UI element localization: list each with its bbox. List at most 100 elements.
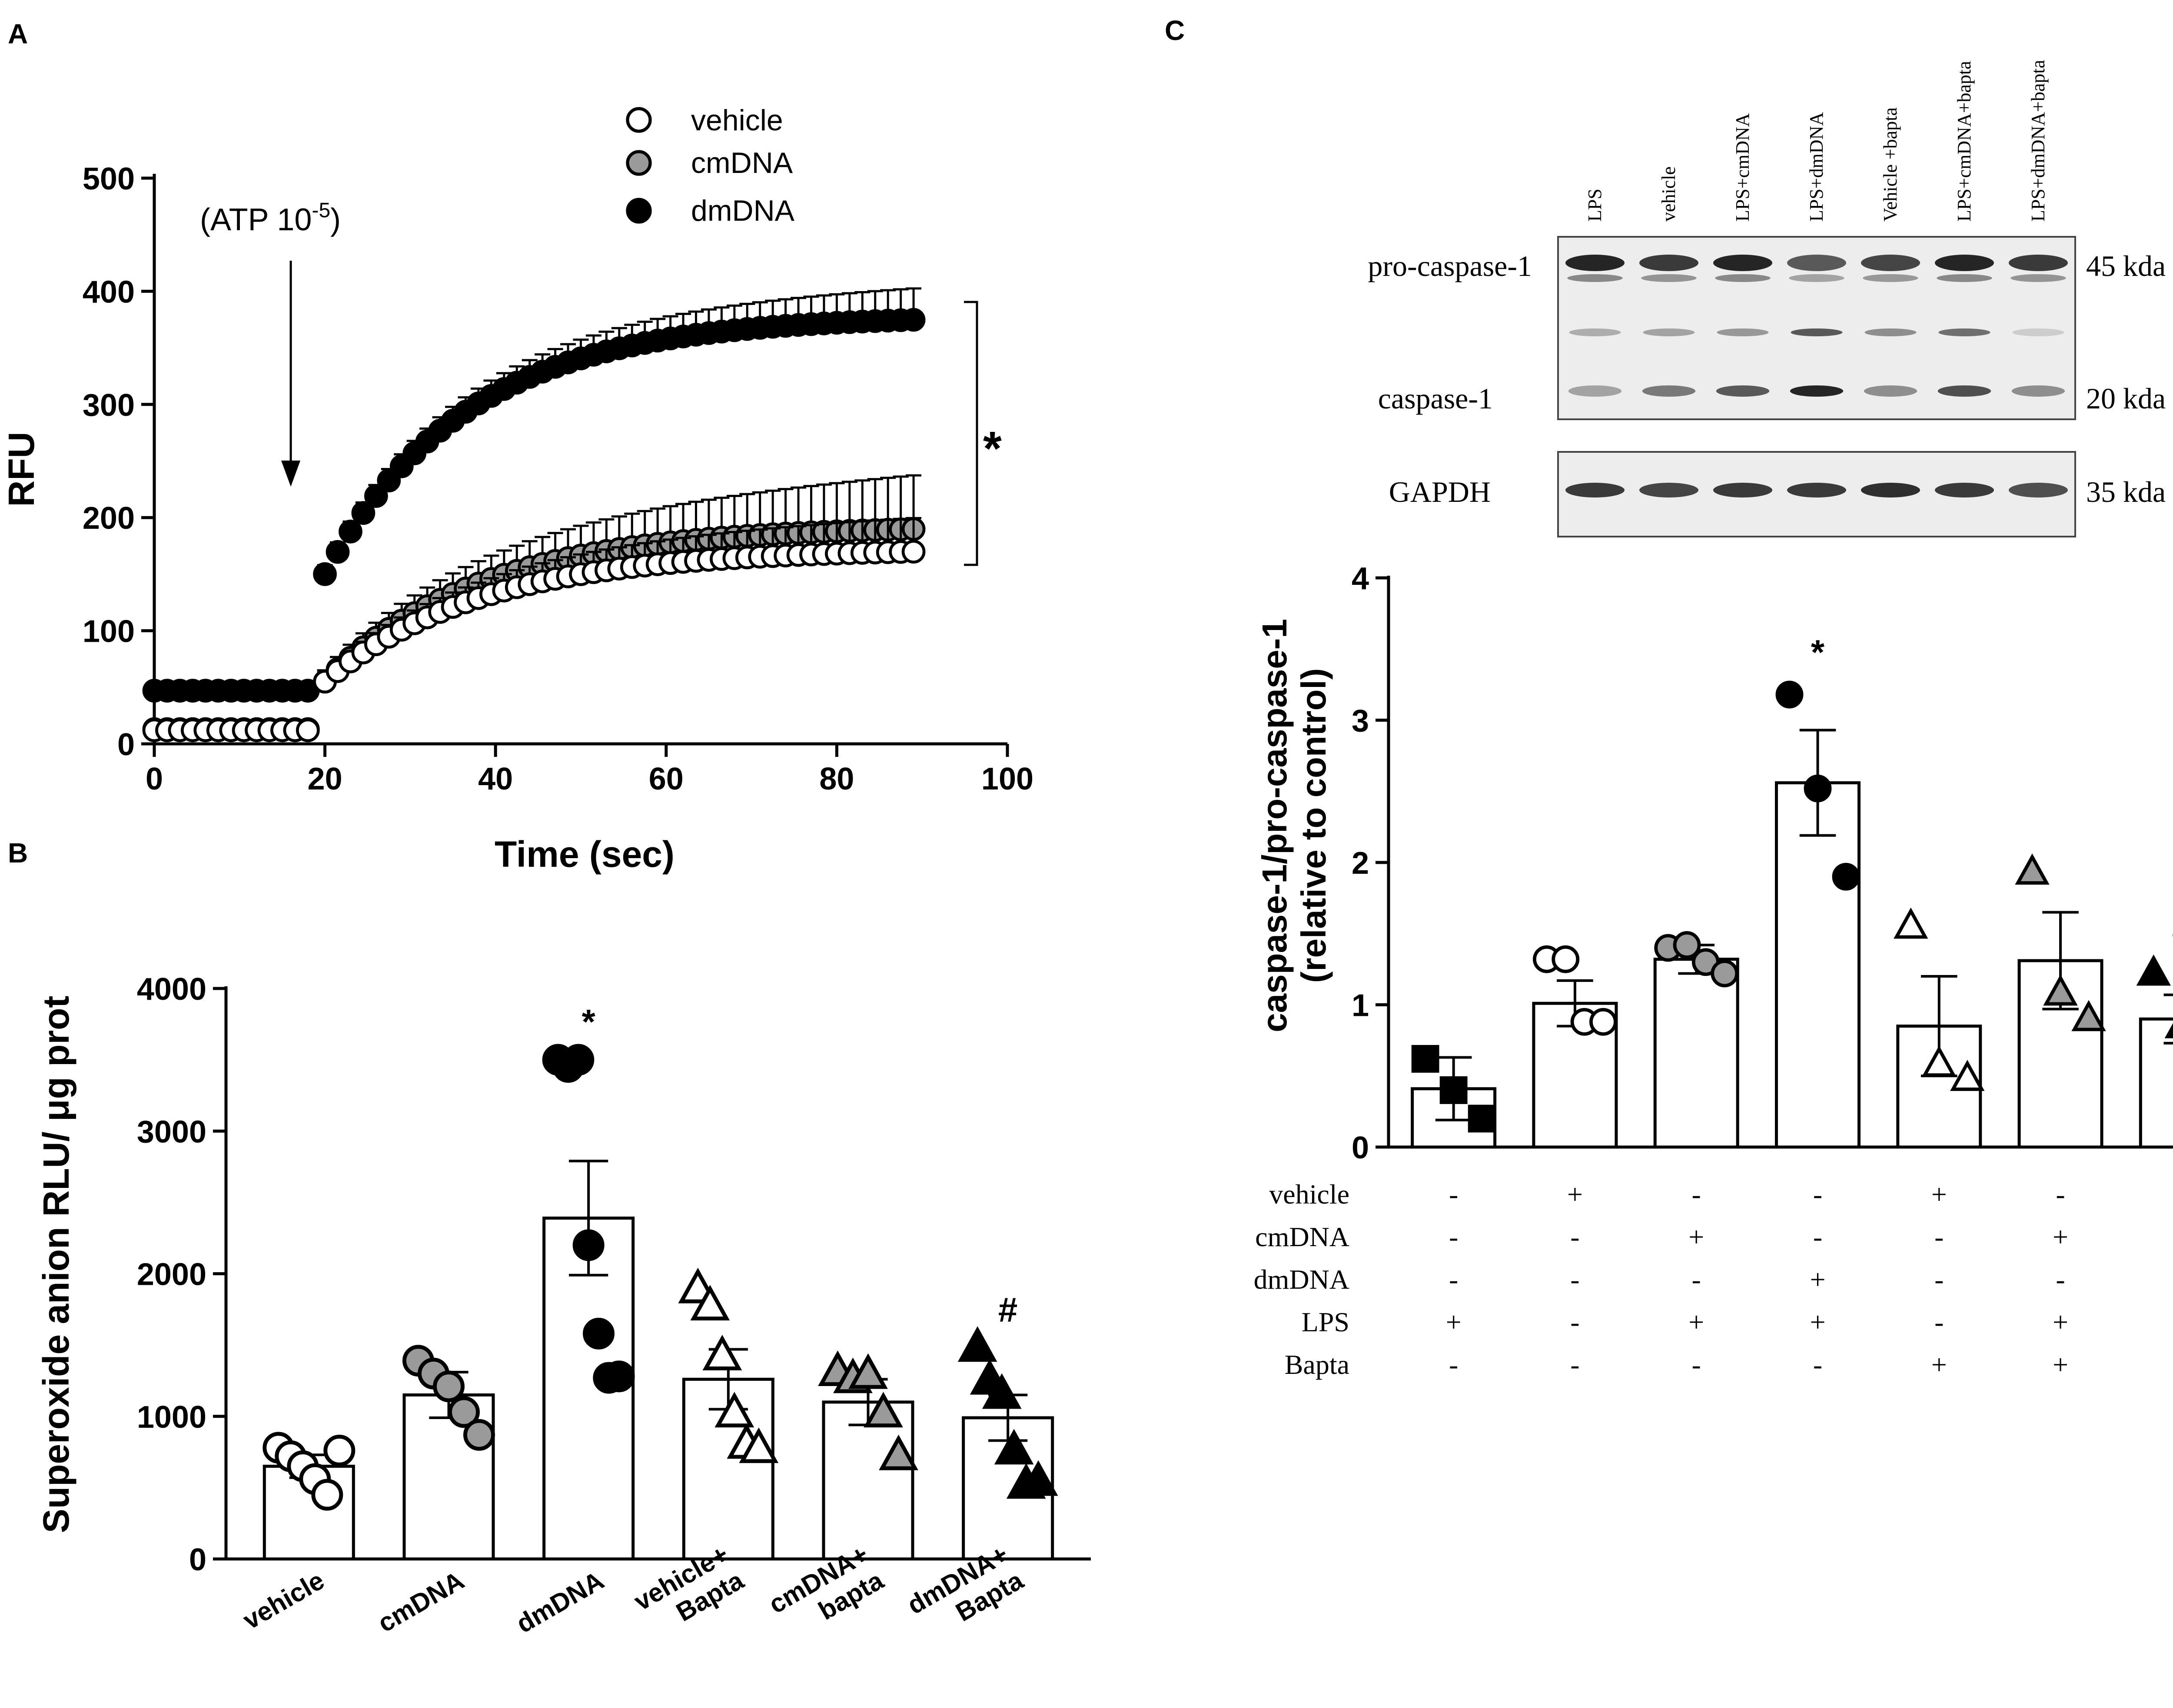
panel-b-point (957, 1326, 997, 1362)
panel-a-xtick-label: 0 (146, 762, 163, 796)
panel-b-point (739, 1427, 779, 1463)
panel-c-point (1711, 959, 1739, 988)
panel-b-point (583, 1317, 615, 1350)
point-dmDNA (351, 501, 375, 525)
panel-c-significance: * (1811, 633, 1825, 672)
panel-b-point (690, 1285, 730, 1321)
band-gapdh (1787, 483, 1846, 497)
panel-c-ytick-label: 4 (1352, 561, 1369, 596)
panel-b-bar (822, 1400, 914, 1561)
panel-a-xtick-label: 60 (649, 762, 684, 796)
point-dmDNA (326, 540, 350, 564)
legend-marker-dmdna (626, 198, 652, 224)
condition-sign: - (1570, 1307, 1579, 1337)
condition-sign: - (1692, 1179, 1701, 1210)
band-caspase (1716, 385, 1770, 397)
panel-c-point (2164, 1023, 2173, 1038)
panel-b-significance: * (582, 1002, 596, 1041)
band-caspase (1790, 385, 1844, 397)
panel-c-point (2071, 1000, 2106, 1031)
band-gapdh (1565, 483, 1625, 497)
band-intermediate (1791, 328, 1843, 336)
panel-c-point (1804, 774, 1832, 803)
panel-c-chart: caspase-1/pro-caspase-1(relative to cont… (1254, 561, 2173, 1380)
panel-b-point (603, 1360, 635, 1393)
panel-a-ytick-label: 0 (117, 727, 135, 762)
band-pro-caspase (1861, 255, 1920, 271)
legend-marker-cmdna (626, 150, 652, 176)
panel-a-xtick-label: 80 (819, 762, 854, 796)
panel-c-point (2015, 853, 2050, 885)
condition-sign: - (1692, 1349, 1701, 1380)
panel-c-point (1439, 1076, 1468, 1104)
condition-sign: - (2056, 1179, 2065, 1210)
panel-a-ytick-label: 200 (83, 501, 135, 536)
blot-label-gapdh: GAPDH (1389, 475, 1491, 508)
band-pro-caspase (1639, 255, 1698, 271)
band-gapdh (1861, 483, 1920, 497)
blot-label-pro-caspase: pro-caspase-1 (1368, 249, 1532, 282)
panel-c-ylabel-line: (relative to control) (1294, 668, 1333, 983)
condition-sign: + (2053, 1307, 2068, 1337)
panel-b-point (879, 1434, 918, 1470)
panel-b-category-label: cmDNA (373, 1565, 469, 1638)
panel-c-ytick-label: 1 (1352, 988, 1369, 1023)
band-gapdh (2009, 483, 2068, 497)
condition-sign: + (1931, 1179, 1947, 1210)
panel-b-category-line: dmDNA (512, 1565, 609, 1638)
condition-sign: - (1570, 1349, 1579, 1380)
band-gapdh (1713, 483, 1772, 497)
panel-c-point (2043, 974, 2078, 1006)
condition-row-label: vehicle (1269, 1179, 1349, 1210)
point-vehicle (296, 718, 320, 743)
panel-b-category-line: cmDNA (373, 1565, 469, 1638)
condition-sign: + (1688, 1221, 1704, 1252)
panel-a-significance: * (983, 422, 1002, 475)
panel-b-point (323, 1435, 356, 1467)
band-pro-caspase-lower (2010, 274, 2066, 282)
condition-sign: - (1813, 1221, 1822, 1252)
blot-lane-label: LPS+dmDNA+bapta (2027, 60, 2049, 222)
panel-c-point (1552, 945, 1580, 973)
panel-c-point (1832, 862, 1860, 891)
panel-c-point (1589, 1008, 1617, 1036)
band-caspase (1568, 385, 1622, 397)
condition-sign: + (1931, 1349, 1947, 1380)
band-pro-caspase-lower (1789, 274, 1844, 282)
condition-sign: - (1813, 1349, 1822, 1380)
panel-a-xtick-label: 40 (478, 762, 513, 796)
band-caspase (1864, 385, 1917, 397)
point-vehicle (901, 540, 926, 564)
panel-b-significance: # (998, 1290, 1018, 1329)
band-pro-caspase-lower (1715, 274, 1771, 282)
panel-b-ytick-label: 0 (189, 1542, 206, 1577)
panel-c-ytick-label: 2 (1352, 846, 1369, 881)
point-dmDNA (313, 562, 337, 586)
condition-sign: - (1449, 1179, 1458, 1210)
condition-sign: - (1449, 1264, 1458, 1295)
panel-b-ytick-label: 4000 (137, 972, 206, 1007)
panel-b-point (702, 1334, 742, 1370)
panel-b-point (982, 1373, 1022, 1409)
panel-b-point (1018, 1460, 1058, 1496)
blot-lane-label: LPS+cmDNA (1732, 113, 1753, 222)
blot-lane-label: LPS (1584, 189, 1605, 222)
band-pro-caspase (1713, 255, 1772, 271)
condition-row-label: dmDNA (1254, 1264, 1349, 1295)
panel-c-point (1775, 680, 1804, 709)
condition-sign: + (1446, 1307, 1462, 1337)
legend-marker-vehicle (626, 107, 652, 133)
panel-b-point (864, 1392, 903, 1428)
band-gapdh (1935, 483, 1994, 497)
condition-row-label: LPS (1302, 1307, 1349, 1337)
band-caspase (2011, 385, 2065, 397)
point-dmDNA (364, 484, 388, 508)
panel-c-bar (2139, 1017, 2173, 1149)
panel-a-ytick-label: 300 (83, 388, 135, 423)
panel-b-ytick-label: 3000 (137, 1114, 206, 1149)
band-pro-caspase-lower (1567, 274, 1623, 282)
band-caspase (1642, 385, 1696, 397)
condition-sign: + (1810, 1264, 1825, 1295)
blot-lane-label: vehicle (1658, 166, 1679, 222)
blot-lane-label: LPS+dmDNA (1806, 112, 1827, 222)
